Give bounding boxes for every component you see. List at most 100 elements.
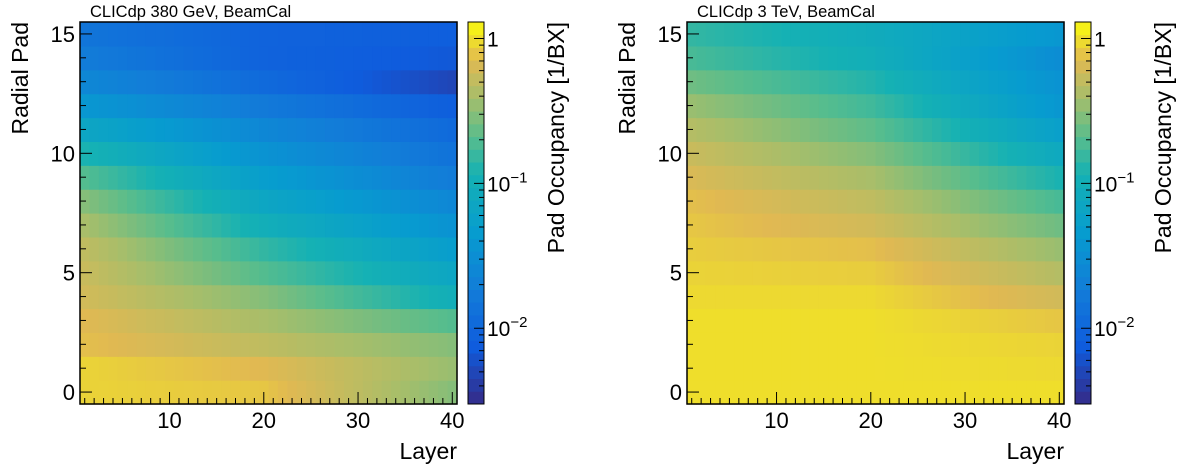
heatmap-cell (230, 117, 241, 142)
heatmap-cell (894, 165, 905, 190)
heatmap-cell (809, 332, 820, 357)
heatmap-cell (98, 380, 109, 405)
heatmap-cell (922, 356, 933, 381)
heatmap-cell (800, 141, 811, 166)
heatmap-cell (696, 141, 707, 166)
heatmap-cell (127, 260, 138, 286)
heatmap-cell (353, 165, 364, 190)
heatmap-cell (1035, 284, 1046, 310)
heatmap-cell (174, 93, 185, 119)
heatmap-cell (183, 45, 194, 71)
heatmap-cell (287, 332, 298, 357)
heatmap-cell (211, 22, 222, 47)
heatmap-cell (343, 213, 354, 238)
heatmap-cell (1016, 260, 1027, 286)
colorbar-tick-label: 1 (487, 29, 499, 52)
heatmap-cell (1007, 117, 1018, 142)
heatmap-cell (903, 356, 914, 381)
heatmap-cell (743, 356, 754, 381)
heatmap-cell (296, 284, 307, 310)
heatmap-cell (98, 117, 109, 142)
y-tick-label: 10 (51, 141, 75, 166)
heatmap-cell (287, 308, 298, 333)
heatmap-cell (362, 284, 373, 310)
heatmap-cell (306, 236, 317, 262)
heatmap-cell (818, 260, 829, 286)
heatmap-cell (428, 117, 439, 142)
x-tick-label: 30 (346, 408, 370, 433)
heatmap-cell (372, 69, 383, 95)
heatmap-cell (1045, 284, 1056, 310)
heatmap-cell (145, 332, 157, 357)
heatmap-cell (969, 22, 980, 47)
heatmap-cell (696, 45, 707, 71)
heatmap-cell (809, 117, 820, 142)
heatmap-cell (277, 308, 288, 333)
heatmap-cell (221, 356, 232, 381)
heatmap-cell (1054, 93, 1065, 119)
heatmap-cell (136, 356, 147, 381)
heatmap-cell (998, 165, 1009, 190)
heatmap-cell (950, 380, 961, 405)
heatmap-cell (1007, 284, 1018, 310)
heatmap-cell (353, 236, 364, 262)
heatmap-cell (988, 332, 999, 357)
heatmap-cell (315, 93, 326, 119)
heatmap-cell (277, 141, 288, 166)
heatmap-cell (174, 189, 185, 214)
heatmap-cell (979, 141, 990, 166)
heatmap-cell (136, 236, 147, 262)
heatmap-cell (875, 189, 886, 214)
colorbar-segment (1075, 136, 1091, 150)
heatmap-cell (419, 69, 430, 95)
heatmap-cell (800, 284, 811, 310)
x-axis-label: Layer (399, 438, 457, 464)
heatmap-cell (856, 165, 867, 190)
heatmap-cell (127, 93, 138, 119)
heatmap-cell (828, 165, 839, 190)
heatmap-cell (790, 308, 801, 333)
heatmap-cell (969, 141, 980, 166)
colorbar-tick-label: 1 (1094, 29, 1106, 52)
heatmap-cell (145, 165, 157, 190)
heatmap-cell (913, 332, 924, 357)
heatmap-cell (145, 260, 157, 286)
heatmap-cell (127, 165, 138, 190)
heatmap-cell (372, 260, 383, 286)
heatmap-cell (315, 284, 326, 310)
heatmap-cell (941, 189, 952, 214)
heatmap-cell (447, 117, 458, 142)
heatmap-cell (913, 165, 924, 190)
heatmap-cell (381, 165, 392, 190)
heatmap-cell (400, 260, 411, 286)
heatmap-cell (268, 213, 279, 238)
heatmap-cell (1016, 308, 1027, 333)
heatmap-cell (240, 189, 251, 214)
heatmap-cell (447, 260, 458, 286)
heatmap-cell (249, 213, 260, 238)
heatmap-cell (922, 284, 933, 310)
heatmap-cell (837, 260, 848, 286)
heatmap-cell (315, 332, 326, 357)
heatmap-cell (960, 284, 971, 310)
heatmap-cell (998, 69, 1009, 95)
heatmap-cell (913, 308, 924, 333)
heatmap-cell (277, 117, 288, 142)
heatmap-cell (117, 308, 128, 333)
colorbar-segment (1075, 85, 1091, 99)
heatmap-cell (818, 332, 829, 357)
heatmap-cell (894, 69, 905, 95)
heatmap-cell (409, 213, 420, 238)
heatmap-cell (856, 117, 867, 142)
heatmap-cell (89, 380, 100, 405)
heatmap-cell (325, 189, 336, 214)
heatmap-cell (419, 260, 430, 286)
heatmap-cell (913, 69, 924, 95)
heatmap-cell (117, 260, 128, 286)
heatmap-cell (743, 93, 754, 119)
heatmap-cell (127, 356, 138, 381)
heatmap-cell (362, 93, 373, 119)
heatmap-cell (325, 213, 336, 238)
heatmap-cell (941, 117, 952, 142)
